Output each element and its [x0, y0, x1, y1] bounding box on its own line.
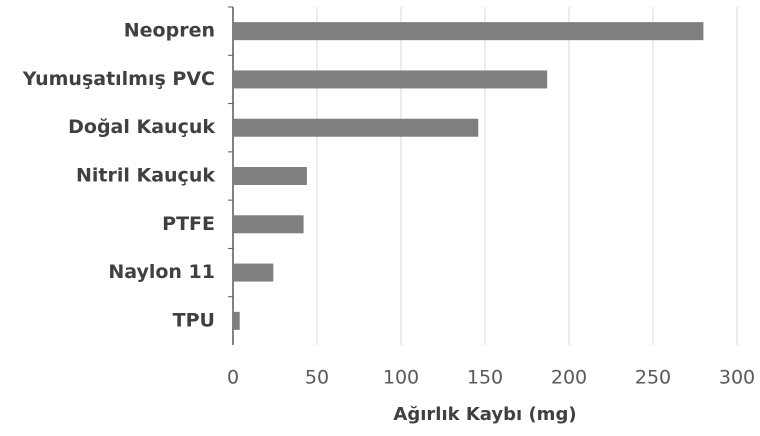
- y-tick-label: Yumuşatılmış PVC: [22, 68, 215, 90]
- y-tick-label: Neopren: [124, 20, 215, 42]
- y-tick-label: Doğal Kauçuk: [68, 116, 215, 138]
- x-tick-label: 200: [551, 367, 587, 389]
- bar: [233, 263, 274, 282]
- y-tick-label: TPU: [173, 309, 215, 331]
- bar: [233, 215, 304, 234]
- y-tick-label: Nitril Kauçuk: [76, 165, 215, 187]
- x-tick-label: 300: [719, 367, 755, 389]
- bar: [233, 70, 548, 89]
- bar: [233, 22, 704, 41]
- x-axis-label: Ağırlık Kaybı (mg): [393, 404, 576, 425]
- bar: [233, 311, 240, 330]
- x-tick-label: 150: [467, 367, 503, 389]
- bar: [233, 118, 479, 137]
- y-tick-label: Naylon 11: [108, 261, 215, 283]
- x-tick-label: 50: [305, 367, 329, 389]
- x-tick-label: 100: [383, 367, 419, 389]
- bar: [233, 167, 307, 185]
- x-tick-label: 250: [635, 367, 671, 389]
- y-tick-label: PTFE: [162, 213, 215, 235]
- x-tick-label: 0: [227, 367, 239, 389]
